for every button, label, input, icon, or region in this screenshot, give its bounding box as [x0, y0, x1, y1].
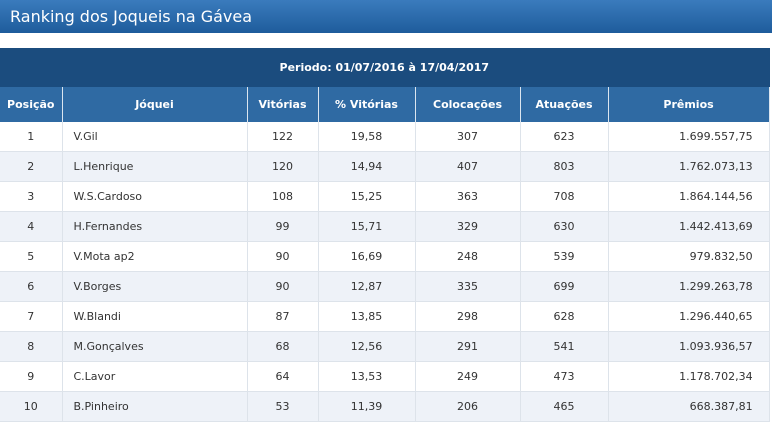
table-body: 1 V.Gil 122 19,58 307 623 1.699.557,75 2 L.Henri… [0, 122, 770, 422]
banner: Ranking dos Joqueis na Gávea [0, 0, 772, 33]
table-cell: H.Fernandes [62, 211, 248, 242]
table-row: 6 V.Borges 90 12,87 335 699 1.299.263,78 [0, 271, 770, 302]
column-header: Vitórias [247, 87, 319, 122]
table-cell: 1.093.936,57 [608, 331, 770, 362]
column-header: Posição [0, 87, 63, 122]
table-row: 5 V.Mota ap2 90 16,69 248 539 979.832,50 [0, 241, 770, 272]
table-cell: 15,71 [318, 211, 416, 242]
table-cell: 1.762.073,13 [608, 151, 770, 182]
table-cell: 248 [415, 241, 521, 272]
table-cell: 10 [0, 391, 63, 422]
table-cell: 13,85 [318, 301, 416, 332]
column-header: Prêmios [608, 87, 770, 122]
table-cell: 363 [415, 181, 521, 212]
table-cell: 541 [520, 331, 609, 362]
table-cell: 1.178.702,34 [608, 361, 770, 392]
table-cell: 699 [520, 271, 609, 302]
table-cell: 87 [247, 301, 319, 332]
table-row: 2 L.Henrique 120 14,94 407 803 1.762.073,13 [0, 151, 770, 182]
table-cell: 335 [415, 271, 521, 302]
table-cell: 19,58 [318, 122, 416, 152]
table-cell: 668.387,81 [608, 391, 770, 422]
table-cell: 1.699.557,75 [608, 122, 770, 152]
table-cell: V.Borges [62, 271, 248, 302]
table-cell: 108 [247, 181, 319, 212]
table-cell: W.Blandi [62, 301, 248, 332]
table-row: 3 W.S.Cardoso 108 15,25 363 708 1.864.144,56 [0, 181, 770, 212]
table-cell: 329 [415, 211, 521, 242]
table-cell: 68 [247, 331, 319, 362]
table-cell: 15,25 [318, 181, 416, 212]
table-cell: 407 [415, 151, 521, 182]
table-cell: 12,87 [318, 271, 416, 302]
table-row: 7 W.Blandi 87 13,85 298 628 1.296.440,65 [0, 301, 770, 332]
table-cell: 979.832,50 [608, 241, 770, 272]
table-cell: 3 [0, 181, 63, 212]
table-cell: 90 [247, 271, 319, 302]
ranking-table: Periodo: 01/07/2016 à 17/04/2017 Posição… [0, 48, 770, 422]
table-row: 4 H.Fernandes 99 15,71 329 630 1.442.413,69 [0, 211, 770, 242]
table-cell: 90 [247, 241, 319, 272]
period: Periodo: 01/07/2016 à 17/04/2017 [0, 48, 770, 87]
table-cell: 1.296.440,65 [608, 301, 770, 332]
table-cell: V.Mota ap2 [62, 241, 248, 272]
table-cell: 14,94 [318, 151, 416, 182]
table-cell: 307 [415, 122, 521, 152]
table-cell: 630 [520, 211, 609, 242]
table-cell: 99 [247, 211, 319, 242]
table-cell: 473 [520, 361, 609, 392]
table-row: 10 B.Pinheiro 53 11,39 206 465 668.387,81 [0, 391, 770, 422]
table-cell: 120 [247, 151, 319, 182]
table-cell: 7 [0, 301, 63, 332]
table-cell: 53 [247, 391, 319, 422]
table-cell: 539 [520, 241, 609, 272]
table-cell: 8 [0, 331, 63, 362]
table-cell: 1.299.263,78 [608, 271, 770, 302]
table-cell: 16,69 [318, 241, 416, 272]
table-cell: 465 [520, 391, 609, 422]
period-row: Periodo: 01/07/2016 à 17/04/2017 [0, 48, 770, 87]
table-cell: 1.442.413,69 [608, 211, 770, 242]
column-header: % Vitórias [318, 87, 416, 122]
header-row: Posição Jóquei Vitórias% Vitórias Colocaçõe… [0, 87, 770, 122]
table-cell: 1.864.144,56 [608, 181, 770, 212]
table-head: Periodo: 01/07/2016 à 17/04/2017 Posição… [0, 48, 770, 122]
column-header: Colocações [415, 87, 521, 122]
table-row: 8 M.Gonçalves 68 12,56 291 541 1.093.936,57 [0, 331, 770, 362]
table-cell: W.S.Cardoso [62, 181, 248, 212]
table-cell: 64 [247, 361, 319, 392]
table-row: 1 V.Gil 122 19,58 307 623 1.699.557,75 [0, 122, 770, 152]
table-cell: 11,39 [318, 391, 416, 422]
table-cell: 6 [0, 271, 63, 302]
table-cell: 12,56 [318, 331, 416, 362]
page-title: Ranking dos Joqueis na Gávea [10, 7, 253, 26]
table-cell: 9 [0, 361, 63, 392]
table-cell: B.Pinheiro [62, 391, 248, 422]
table-cell: 5 [0, 241, 63, 272]
table-cell: 122 [247, 122, 319, 152]
table-cell: 2 [0, 151, 63, 182]
column-header: Jóquei [62, 87, 248, 122]
table-cell: 13,53 [318, 361, 416, 392]
table-cell: 298 [415, 301, 521, 332]
table-cell: 803 [520, 151, 609, 182]
table-cell: 1 [0, 122, 63, 152]
table-cell: 4 [0, 211, 63, 242]
table-cell: C.Lavor [62, 361, 248, 392]
table-cell: L.Henrique [62, 151, 248, 182]
table-cell: V.Gil [62, 122, 248, 152]
table-cell: 623 [520, 122, 609, 152]
table-cell: 206 [415, 391, 521, 422]
table-cell: 249 [415, 361, 521, 392]
table-cell: M.Gonçalves [62, 331, 248, 362]
column-header: Atuações [520, 87, 609, 122]
table-cell: 628 [520, 301, 609, 332]
table-cell: 708 [520, 181, 609, 212]
table-cell: 291 [415, 331, 521, 362]
table-row: 9 C.Lavor 64 13,53 249 473 1.178.702,34 [0, 361, 770, 392]
